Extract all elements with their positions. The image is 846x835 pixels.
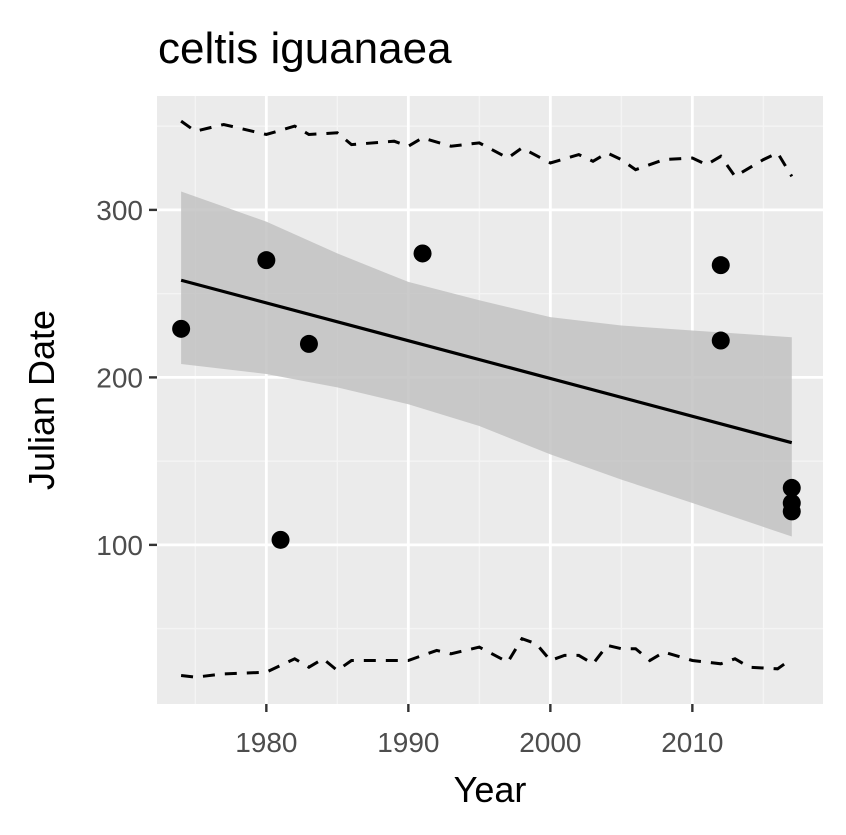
x-tick-label: 2010 bbox=[661, 727, 723, 758]
confidence-band bbox=[181, 191, 792, 537]
data-point bbox=[271, 530, 290, 549]
dashed-lines-layer bbox=[180, 119, 794, 679]
y-tick-label: 300 bbox=[96, 195, 143, 226]
y-tick-label: 100 bbox=[96, 530, 143, 561]
lower-dashed-line bbox=[180, 636, 793, 679]
data-point bbox=[413, 244, 432, 263]
data-point bbox=[172, 319, 191, 338]
trend-line bbox=[180, 278, 793, 445]
x-tick-label: 1980 bbox=[235, 727, 297, 758]
x-axis-title: Year bbox=[454, 769, 527, 810]
trend-line-layer bbox=[180, 278, 793, 445]
x-tick-label: 1990 bbox=[377, 727, 439, 758]
data-point bbox=[299, 334, 318, 353]
upper-dashed-line bbox=[180, 119, 794, 179]
axis-ticks: 1980 1990 2000 2010 100 200 300 bbox=[96, 195, 723, 758]
data-point bbox=[782, 502, 801, 521]
data-point bbox=[711, 331, 730, 350]
confidence-band-layer bbox=[181, 191, 792, 537]
data-point bbox=[711, 256, 730, 275]
data-point bbox=[257, 251, 276, 270]
points-layer bbox=[172, 244, 801, 549]
y-axis-title: Julian Date bbox=[21, 310, 62, 490]
data-point bbox=[782, 478, 801, 497]
x-tick-label: 2000 bbox=[519, 727, 581, 758]
chart-title: celtis iguanaea bbox=[158, 24, 452, 73]
y-tick-label: 200 bbox=[96, 362, 143, 393]
